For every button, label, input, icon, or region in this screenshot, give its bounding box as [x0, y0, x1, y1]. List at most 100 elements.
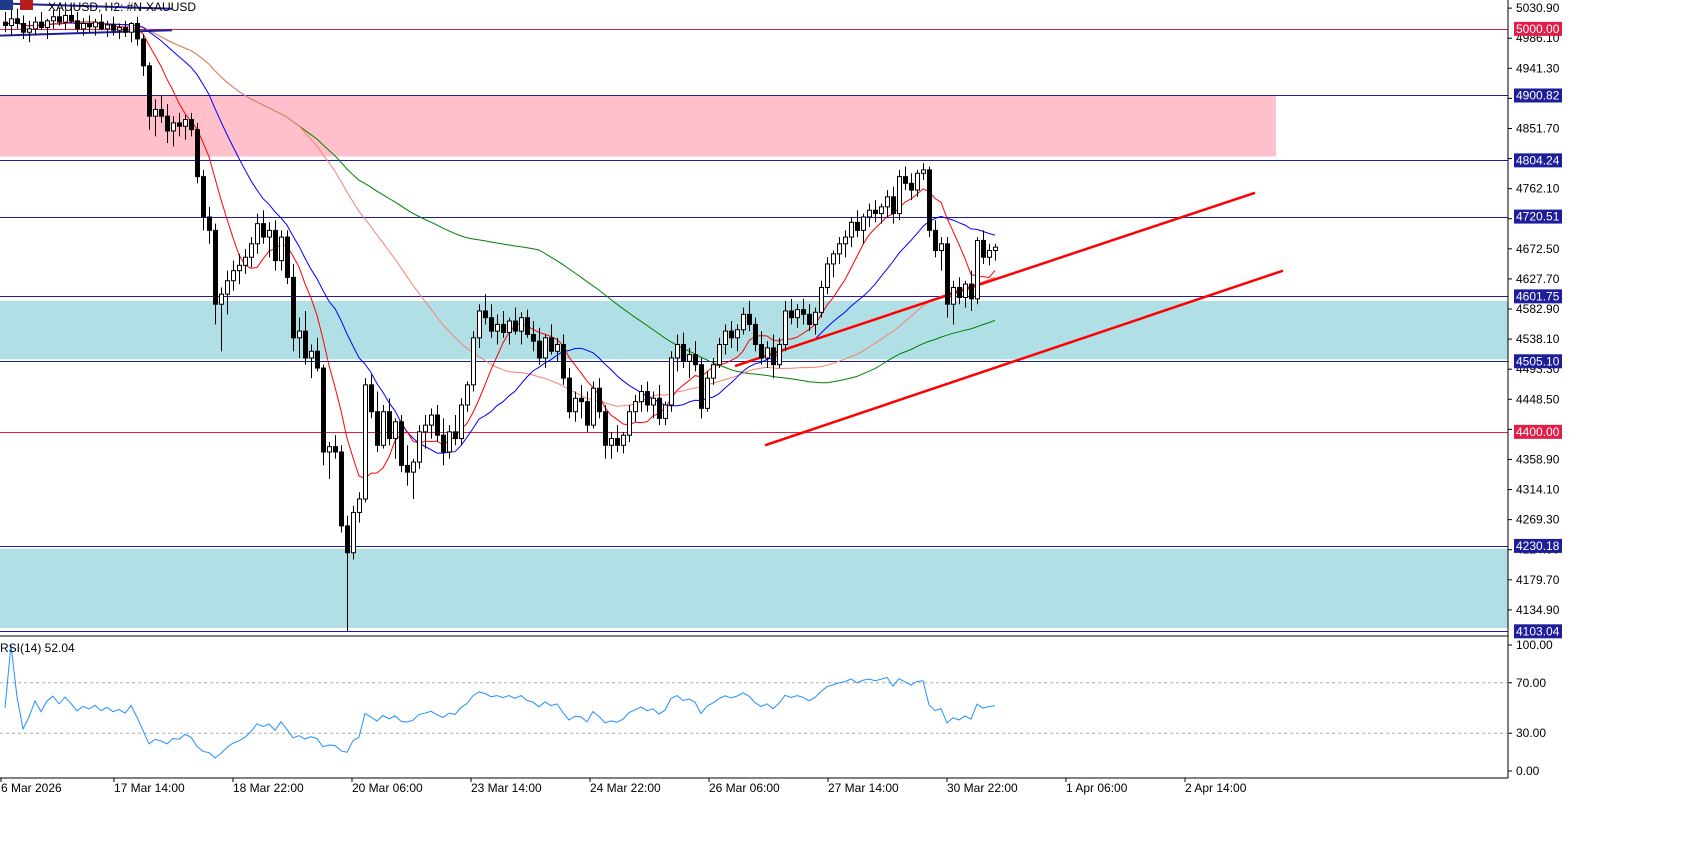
candle	[489, 304, 494, 338]
candle	[75, 12, 80, 33]
candle	[597, 378, 602, 419]
candle	[465, 381, 470, 412]
level-labels-layer: 5000.00 4900.82 4804.24 4720.51 4601.75 4505.…	[1514, 22, 1562, 639]
candle	[585, 391, 590, 432]
candle	[627, 404, 632, 442]
level-label-text: 4900.82	[1516, 88, 1560, 102]
candle	[765, 341, 770, 369]
price-tick-label: 4134.90	[1516, 603, 1560, 617]
price-tick-label: 4358.90	[1516, 452, 1560, 466]
level-label-box	[1514, 88, 1562, 103]
candle	[357, 492, 362, 523]
candle	[33, 16, 38, 36]
candle	[267, 222, 272, 258]
candle	[273, 220, 278, 271]
candle	[891, 186, 896, 224]
candle	[771, 334, 776, 379]
candle	[429, 408, 434, 439]
candle	[555, 337, 560, 362]
candle	[141, 34, 146, 76]
candle	[321, 364, 326, 466]
candle	[477, 304, 482, 348]
candle	[21, 15, 26, 39]
candle	[687, 347, 692, 379]
candle	[111, 16, 116, 36]
candle	[207, 206, 212, 244]
rsi-tick-label: 70.00	[1516, 676, 1546, 690]
price-tick-label: 4672.50	[1516, 242, 1560, 256]
channel-lower-line	[764, 269, 1284, 447]
candle	[939, 237, 944, 271]
candle	[213, 223, 218, 325]
price-tick-label: 5030.90	[1516, 1, 1560, 15]
candle	[9, 8, 14, 36]
candle	[153, 99, 158, 137]
candle	[363, 378, 368, 503]
time-tick-label: 24 Mar 22:00	[590, 781, 661, 795]
candle	[261, 210, 266, 244]
time-tick-label: 17 Mar 14:00	[114, 781, 185, 795]
candle	[591, 381, 596, 429]
level-label-text: 4720.51	[1516, 210, 1560, 224]
candle	[471, 331, 476, 392]
time-tick-label: 20 Mar 06:00	[352, 781, 423, 795]
candle	[351, 505, 356, 560]
candle	[723, 324, 728, 355]
candle	[741, 307, 746, 335]
candle	[381, 404, 386, 449]
level-label-box	[1514, 424, 1562, 439]
candle	[663, 401, 668, 426]
candle	[921, 163, 926, 180]
candle	[225, 270, 230, 315]
price-tick-label: 4448.50	[1516, 392, 1560, 406]
candle	[747, 300, 752, 332]
candle	[795, 304, 800, 328]
candle	[387, 398, 392, 446]
candle	[885, 190, 890, 217]
candle	[423, 415, 428, 449]
time-axis: 6 Mar 2026 17 Mar 14:00 18 Mar 22:00 20 Mar…	[0, 778, 1247, 795]
candle	[525, 309, 530, 338]
levels-layer	[0, 29, 1508, 632]
candle	[15, 8, 20, 29]
price-tick-label: 4179.70	[1516, 573, 1560, 587]
candle	[63, 10, 68, 31]
level-label-box	[1514, 209, 1562, 224]
candle	[369, 374, 374, 419]
candle	[951, 280, 956, 325]
candle	[867, 203, 872, 228]
candle	[507, 317, 512, 345]
symbol-header: XAUUSD, H2: #N-XAUUSD	[48, 0, 196, 14]
candle	[117, 23, 122, 39]
rsi-line	[4, 644, 996, 759]
candle	[447, 425, 452, 459]
candle	[633, 394, 638, 422]
candle	[375, 391, 380, 452]
candle	[879, 203, 884, 224]
candle	[513, 307, 518, 335]
candle	[27, 20, 32, 43]
candle	[291, 263, 296, 352]
time-tick-label: 1 Apr 06:00	[1066, 781, 1128, 795]
candle	[705, 371, 710, 412]
candle	[87, 15, 92, 33]
level-label-box	[1514, 538, 1562, 553]
candle	[615, 425, 620, 452]
level-label-box	[1514, 289, 1562, 304]
candle	[669, 351, 674, 412]
candle	[543, 334, 548, 369]
candle	[399, 415, 404, 473]
time-tick-label: 18 Mar 22:00	[233, 781, 304, 795]
chart-header: XAUUSD, H2: #N-XAUUSD	[0, 0, 196, 14]
price-tick-label: 4269.30	[1516, 513, 1560, 527]
candle	[237, 253, 242, 285]
candle	[45, 18, 50, 39]
candle	[645, 381, 650, 412]
candle	[693, 341, 698, 372]
candle	[855, 210, 860, 238]
candle	[549, 324, 554, 355]
candle	[849, 216, 854, 248]
level-label-text: 4601.75	[1516, 289, 1560, 303]
candle	[3, 12, 8, 33]
